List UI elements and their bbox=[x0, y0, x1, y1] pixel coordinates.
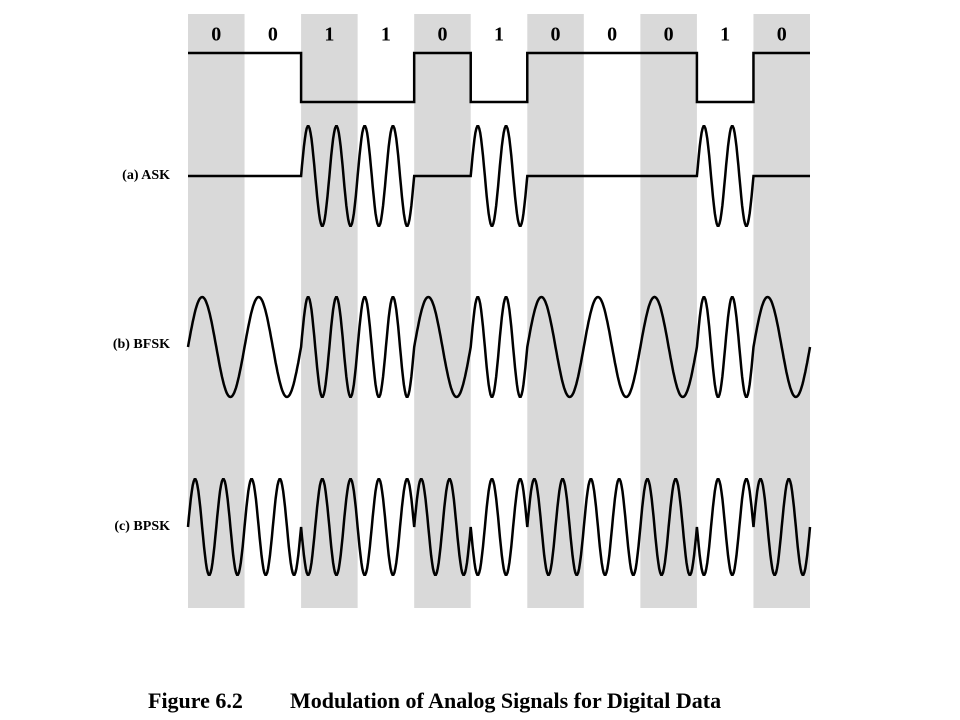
bit-label: 0 bbox=[211, 24, 221, 46]
bit-column bbox=[527, 14, 584, 608]
ask-wave bbox=[188, 125, 810, 227]
bit-label: 0 bbox=[437, 24, 447, 46]
bit-columns bbox=[188, 14, 810, 608]
data-signal bbox=[188, 51, 810, 104]
signal-label: (a) ASK bbox=[122, 168, 170, 183]
bit-label: 0 bbox=[777, 24, 787, 46]
bit-column bbox=[753, 14, 810, 608]
bit-label: 1 bbox=[324, 24, 334, 46]
bit-column bbox=[414, 14, 471, 608]
bpsk-wave bbox=[186, 478, 812, 576]
bit-label: 0 bbox=[664, 24, 674, 46]
bit-label: 1 bbox=[381, 24, 391, 46]
bit-label: 0 bbox=[607, 24, 617, 46]
bit-column bbox=[640, 14, 697, 608]
bit-column bbox=[188, 14, 245, 608]
bfsk-wave bbox=[186, 295, 812, 399]
bit-label: 1 bbox=[720, 24, 730, 46]
bit-label: 0 bbox=[551, 24, 561, 46]
caption-figure: Figure 6.2 bbox=[148, 688, 243, 713]
bit-label: 1 bbox=[494, 24, 504, 46]
signal-label: (b) BFSK bbox=[113, 337, 170, 352]
bit-label: 0 bbox=[268, 24, 278, 46]
caption-title: Modulation of Analog Signals for Digital… bbox=[290, 688, 721, 713]
signal-label: (c) BPSK bbox=[114, 519, 170, 534]
